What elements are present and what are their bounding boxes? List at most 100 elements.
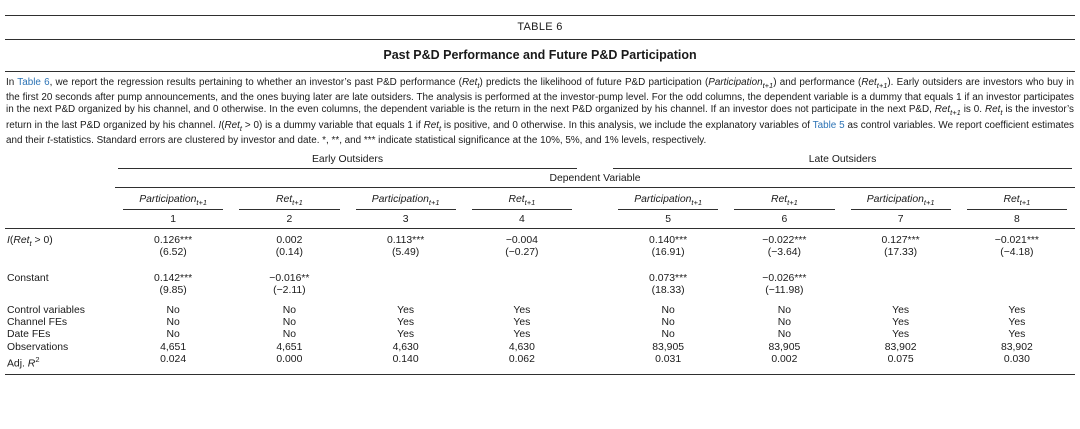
info-cell: No <box>777 316 792 328</box>
table-label: TABLE 6 <box>517 21 563 33</box>
coef-cell: −0.016** (−2.11) <box>231 273 347 305</box>
row-label: Channel FEs <box>7 316 68 328</box>
table-caption: In Table 6, we report the regression res… <box>6 77 1074 146</box>
column-number: 5 <box>665 214 672 225</box>
info-row-control-variables: Control variables No No Yes Yes No No Ye… <box>5 305 1075 317</box>
info-cell: 4,630 <box>508 341 535 353</box>
info-cell: 0.062 <box>508 353 535 365</box>
coefficient-row: Constant 0.142*** (9.85) −0.016** (−2.11… <box>5 273 1075 305</box>
info-cell: Yes <box>892 304 910 316</box>
coef-cell <box>843 273 959 305</box>
info-cell: Yes <box>513 304 531 316</box>
info-cell: Yes <box>892 316 910 328</box>
column-header: Rett+1 <box>239 188 340 210</box>
coefficient-row: I(Rett > 0) 0.126*** (6.52) 0.002 (0.14)… <box>5 235 1075 267</box>
info-cell: Yes <box>513 329 531 341</box>
column-header: Participationt+1 <box>355 188 456 210</box>
column-header: Participationt+1 <box>123 188 224 210</box>
regression-table: Early Outsiders Late Outsiders Dependent… <box>5 154 1075 375</box>
info-cell: Yes <box>892 329 910 341</box>
info-cell: Yes <box>513 316 531 328</box>
row-label: I(Rett > 0) <box>7 235 53 249</box>
coef-cell: 0.113*** (5.49) <box>348 235 464 267</box>
group-header-late-outsiders: Late Outsiders <box>613 154 1072 169</box>
info-cell: 0.024 <box>160 353 187 365</box>
info-row-date-fes: Date FEs No No Yes Yes No No Yes Yes <box>5 329 1075 341</box>
coef-cell: −0.022*** (−3.64) <box>726 235 842 267</box>
estimate: −0.016** <box>269 272 310 284</box>
info-cell: No <box>166 316 180 328</box>
info-row-observations: Observations 4,651 4,651 4,630 4,630 83,… <box>5 342 1075 354</box>
info-cell: 4,651 <box>160 341 187 353</box>
column-number: 2 <box>286 214 293 225</box>
estimate: 0.073*** <box>649 272 688 284</box>
info-cell: No <box>166 329 180 341</box>
column-header: Participationt+1 <box>618 188 719 210</box>
info-cell: No <box>661 329 675 341</box>
coef-cell: 0.142*** (9.85) <box>115 273 231 305</box>
coef-cell: 0.126*** (6.52) <box>115 235 231 267</box>
table-6-link[interactable]: Table 6 <box>17 77 50 88</box>
coef-cell <box>959 273 1075 305</box>
info-cell: 0.000 <box>276 353 303 365</box>
row-label: Adj. R2 <box>7 354 40 370</box>
info-cell: 0.002 <box>771 353 798 365</box>
info-cell: No <box>282 329 297 341</box>
t-statistic: (17.33) <box>884 247 918 259</box>
info-cell: 0.140 <box>392 353 419 365</box>
divider <box>5 71 1075 72</box>
row-label: Date FEs <box>7 329 51 341</box>
column-number: 6 <box>781 214 788 225</box>
paper-table-page: TABLE 6 Past P&D Performance and Future … <box>0 15 1080 375</box>
info-cell: 4,630 <box>392 341 419 353</box>
row-label: Constant <box>7 272 49 284</box>
coef-cell: −0.021*** (−4.18) <box>959 235 1075 267</box>
info-cell: No <box>777 304 792 316</box>
info-cell: 0.030 <box>1003 353 1030 365</box>
column-header-row: Participationt+1 Rett+1 Participationt+1… <box>5 188 1075 210</box>
column-header: Rett+1 <box>966 188 1067 210</box>
dependent-variable-row: Dependent Variable <box>5 169 1075 188</box>
info-cell: No <box>777 329 792 341</box>
info-cell: No <box>661 316 675 328</box>
info-cell: Yes <box>397 329 415 341</box>
column-number: 8 <box>1013 214 1020 225</box>
info-cell: Yes <box>1008 316 1026 328</box>
column-number-row: 1 2 3 4 5 6 7 8 <box>5 210 1075 228</box>
info-cell: 0.031 <box>655 353 682 365</box>
info-cell: 83,902 <box>884 341 917 353</box>
t-statistic: (6.52) <box>159 247 187 259</box>
table-5-link[interactable]: Table 5 <box>812 119 845 131</box>
info-cell: 4,651 <box>276 341 303 353</box>
info-cell: Yes <box>397 316 415 328</box>
info-row-channel-fes: Channel FEs No No Yes Yes No No Yes Yes <box>5 317 1075 329</box>
t-statistic: (0.14) <box>275 247 303 259</box>
info-cell: 83,905 <box>652 341 685 353</box>
coef-cell: −0.004 (−0.27) <box>464 235 580 267</box>
group-header-early-outsiders: Early Outsiders <box>118 154 577 169</box>
info-cell: Yes <box>397 304 415 316</box>
column-number: 3 <box>402 214 409 225</box>
column-number: 4 <box>518 214 525 225</box>
divider <box>5 39 1075 40</box>
table-title: Past P&D Performance and Future P&D Part… <box>383 48 697 62</box>
bottom-rule <box>5 373 1075 375</box>
group-header-row: Early Outsiders Late Outsiders <box>5 154 1075 169</box>
info-cell: 83,905 <box>768 341 801 353</box>
t-statistic: (−0.27) <box>505 247 539 259</box>
coef-cell: 0.002 (0.14) <box>231 235 347 267</box>
dependent-variable-label: Dependent Variable <box>115 169 1075 188</box>
estimate: −0.026*** <box>762 272 807 284</box>
coef-cell <box>348 273 464 305</box>
info-cell: Yes <box>1008 304 1026 316</box>
info-cell: No <box>282 304 297 316</box>
estimate: 0.142*** <box>154 272 193 284</box>
t-statistic: (−11.98) <box>765 285 804 297</box>
coef-cell: −0.026*** (−11.98) <box>726 273 842 305</box>
t-statistic: (−3.64) <box>767 247 801 259</box>
estimate: −0.022*** <box>762 235 807 246</box>
info-cell: No <box>166 304 180 316</box>
t-statistic: (9.85) <box>159 285 187 297</box>
estimate: −0.004 <box>505 235 538 246</box>
info-cell: 83,902 <box>1000 341 1033 353</box>
